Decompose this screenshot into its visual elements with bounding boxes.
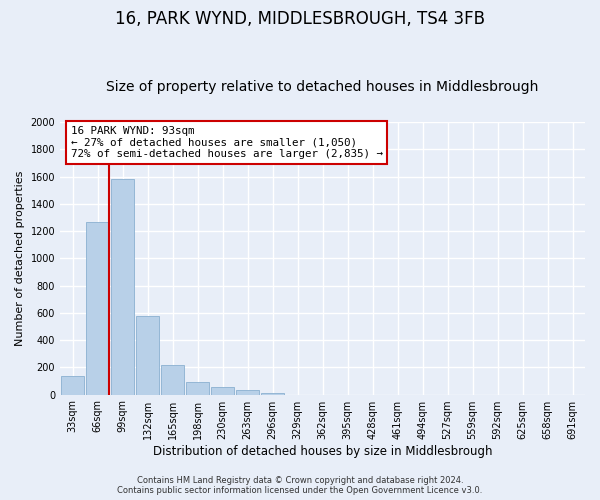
Bar <box>211 387 234 394</box>
Text: Contains HM Land Registry data © Crown copyright and database right 2024.
Contai: Contains HM Land Registry data © Crown c… <box>118 476 482 495</box>
Bar <box>136 316 159 394</box>
Bar <box>161 366 184 394</box>
Text: 16 PARK WYND: 93sqm
← 27% of detached houses are smaller (1,050)
72% of semi-det: 16 PARK WYND: 93sqm ← 27% of detached ho… <box>71 126 383 160</box>
X-axis label: Distribution of detached houses by size in Middlesbrough: Distribution of detached houses by size … <box>153 444 492 458</box>
Title: Size of property relative to detached houses in Middlesbrough: Size of property relative to detached ho… <box>106 80 539 94</box>
Bar <box>186 382 209 394</box>
Y-axis label: Number of detached properties: Number of detached properties <box>15 170 25 346</box>
Bar <box>111 180 134 394</box>
Bar <box>261 393 284 394</box>
Bar <box>86 222 109 394</box>
Bar <box>236 390 259 394</box>
Text: 16, PARK WYND, MIDDLESBROUGH, TS4 3FB: 16, PARK WYND, MIDDLESBROUGH, TS4 3FB <box>115 10 485 28</box>
Bar <box>61 376 84 394</box>
